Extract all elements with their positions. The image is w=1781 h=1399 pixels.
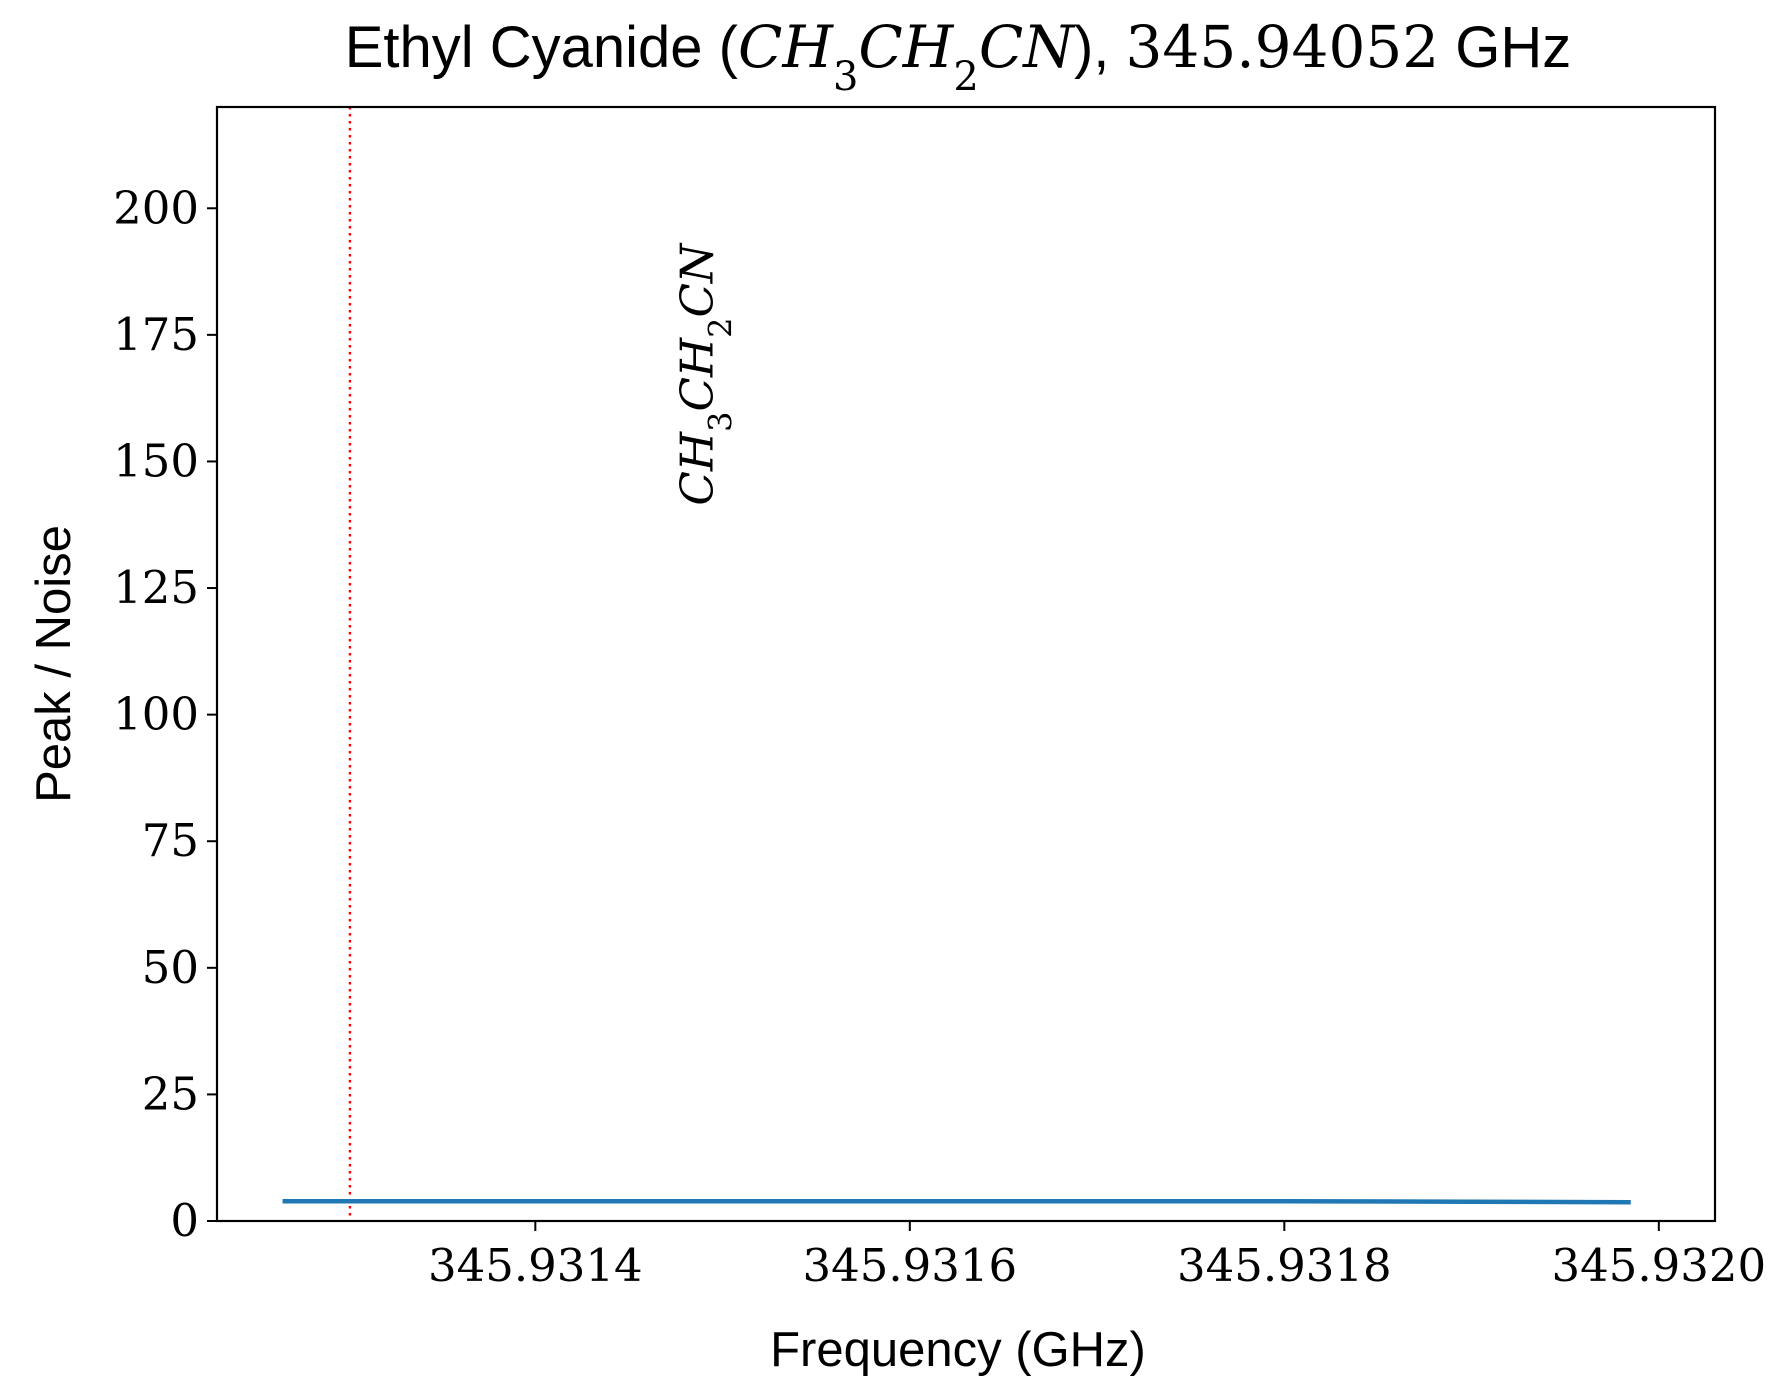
y-axis-label: Peak / Noise bbox=[27, 525, 81, 803]
y-axis-ticks: 0 25 50 75 100 125 150 175 200 bbox=[113, 181, 217, 1247]
y-tick-label: 0 bbox=[170, 1194, 199, 1247]
y-tick-label: 200 bbox=[113, 181, 199, 234]
title-prefix: Ethyl Cyanide ( bbox=[345, 15, 738, 80]
plot-area: CH3CH2CN bbox=[215, 105, 1717, 1223]
y-tick-label: 25 bbox=[142, 1067, 199, 1120]
title-formula: CH3CH2CN bbox=[738, 13, 1076, 100]
formula-part: CH bbox=[671, 431, 724, 505]
x-axis-ticks: 345.9314 345.9316 345.9318 345.9320 bbox=[428, 1221, 1766, 1292]
formula-subscript: 2 bbox=[702, 318, 740, 338]
title-frequency: 345.94052 bbox=[1126, 13, 1440, 81]
formula-part: CN bbox=[979, 13, 1076, 81]
x-axis-label: Frequency (GHz) bbox=[770, 1323, 1146, 1377]
line-annotation: CH3CH2CN bbox=[671, 242, 740, 506]
series-group bbox=[282, 1199, 1631, 1205]
plot-frame bbox=[215, 105, 1717, 1223]
title-unit: GHz bbox=[1439, 15, 1571, 80]
y-tick-label: 150 bbox=[113, 434, 199, 487]
plot-background bbox=[217, 107, 1715, 1221]
annotations: CH3CH2CN bbox=[671, 242, 740, 506]
formula-subscript: 3 bbox=[833, 54, 858, 100]
chart-title: Ethyl Cyanide (CH3CH2CN), 345.94052 GHz bbox=[345, 13, 1572, 100]
formula-part: CH bbox=[858, 13, 954, 81]
y-tick-label: 50 bbox=[142, 941, 199, 994]
formula-part: CN bbox=[671, 242, 724, 317]
formula-part: CH bbox=[738, 13, 834, 81]
y-tick-label: 175 bbox=[113, 308, 199, 361]
formula-subscript: 2 bbox=[953, 54, 978, 100]
x-tick-label: 345.9314 bbox=[428, 1239, 643, 1292]
formula-subscript: 3 bbox=[702, 412, 740, 432]
x-tick-label: 345.9320 bbox=[1551, 1239, 1766, 1292]
series-line bbox=[282, 1199, 1631, 1205]
y-tick-label: 75 bbox=[142, 814, 199, 867]
y-tick-label: 100 bbox=[113, 688, 199, 741]
title-suffix: ), bbox=[1074, 15, 1126, 80]
y-tick-label: 125 bbox=[113, 561, 199, 614]
formula-part: CH bbox=[671, 337, 724, 411]
x-tick-label: 345.9318 bbox=[1177, 1239, 1392, 1292]
x-tick-label: 345.9316 bbox=[802, 1239, 1017, 1292]
